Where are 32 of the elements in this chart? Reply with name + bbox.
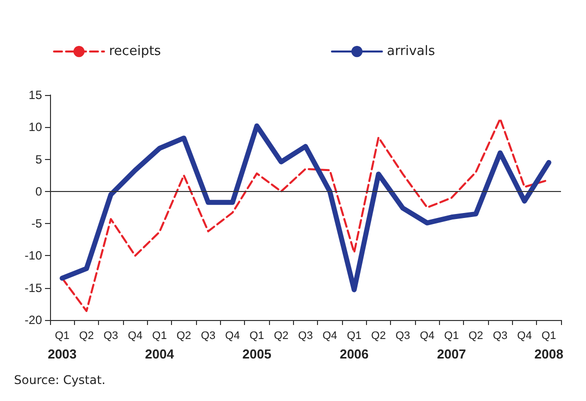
x-tick-label: Q4 [420,330,435,342]
x-tick-label: Q4 [517,330,532,342]
x-tick-label: Q1 2008 [534,330,564,362]
x-tick-label: Q4 [128,330,143,342]
x-tick-label: Q4 [225,330,240,342]
x-tick-label: Q1 2005 [242,330,272,362]
x-tick-label: Q2 [176,330,192,342]
x-tick-label: Q3 [395,330,410,342]
x-tick-label: Q2 [468,330,484,342]
x-tick-label: Q2 [274,330,289,342]
y-tick-label: -20 [24,313,42,327]
x-tick-label: Q1 2007 [437,330,466,362]
x-tick-label: Q3 [200,330,216,342]
x-tick-label: Q1 2006 [340,330,369,362]
y-tick-label: 15 [28,88,42,102]
legend-label: arrivals [386,44,436,59]
x-tick-label: Q1 2003 [48,330,77,362]
y-tick-label: 0 [35,184,42,198]
x-tick-label: Q1 2004 [145,330,175,362]
y-tick-label: -5 [31,216,42,231]
x-tick-label: Q4 [322,330,338,342]
y-tick-label: 5 [35,152,42,166]
x-tick-label: Q3 [298,330,313,342]
source-note: Source: Cystat. [14,373,106,387]
y-tick-label: -15 [24,280,42,295]
x-tick-label: Q2 [79,330,94,342]
x-tick-label: Q3 [103,330,118,342]
x-tick-label: Q3 [492,330,508,342]
y-tick-label: -10 [24,248,42,263]
y-tick-label: 10 [28,120,42,134]
legend-label: receipts [109,44,162,59]
x-tick-label: Q2 [371,330,386,342]
